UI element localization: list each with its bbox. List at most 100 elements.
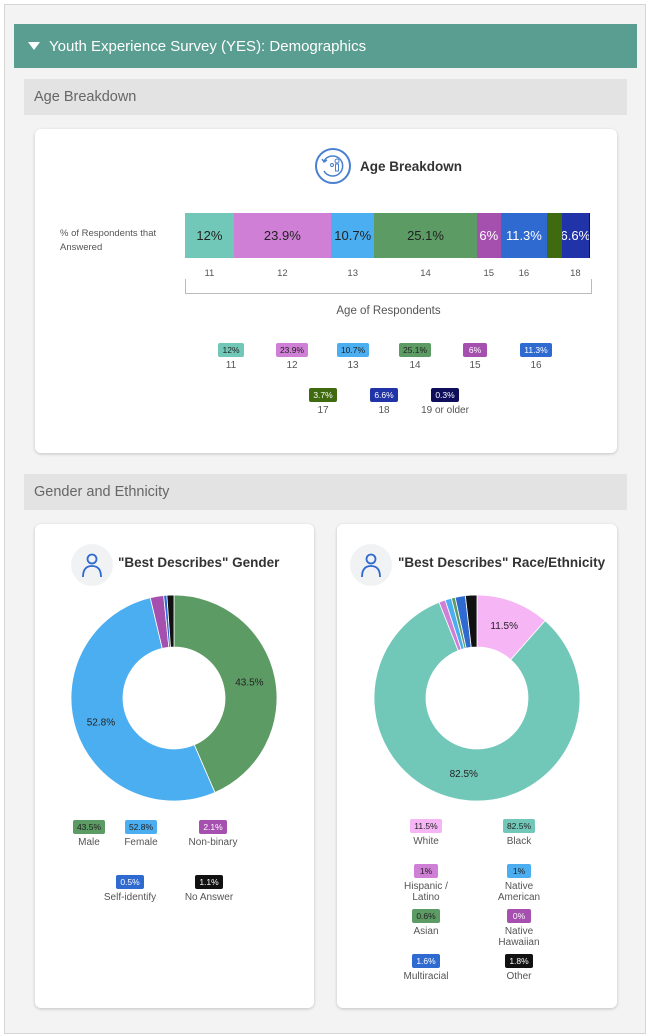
legend-swatch: 6% xyxy=(463,343,487,357)
x-tick-label: 15 xyxy=(483,268,495,279)
legend-item: 52.8% Female xyxy=(106,820,176,848)
x-axis-ticks: 11 12 13 14 15 16 18 xyxy=(185,268,590,282)
gender-card: "Best Describes" Gender 43.5% 52.8% 43.5%… xyxy=(35,524,314,1008)
legend-swatch: 1.8% xyxy=(505,954,533,968)
legend-label: Female xyxy=(124,837,158,848)
legend-swatch: 11.3% xyxy=(520,343,552,357)
race-card: "Best Describes" Race/Ethnicity 11.5% 82.… xyxy=(337,524,617,1008)
bar-segment: 12% xyxy=(185,213,234,258)
bar-segment: 25.1% xyxy=(374,213,477,258)
legend-swatch: 3.7% xyxy=(309,388,337,402)
legend-swatch: 0.5% xyxy=(116,875,144,889)
legend-item: 11.5% White xyxy=(391,819,461,847)
legend-label: 18 xyxy=(378,405,390,416)
age-legend: 12% 11 23.9% 12 10.7% 13 25.1% 14 6% 15 11.3% 16 3.7… xyxy=(35,343,617,443)
legend-item: 11.3% 16 xyxy=(501,343,571,371)
legend-label: Other xyxy=(506,971,532,982)
legend-item: 3.7% 17 xyxy=(288,388,358,416)
legend-label: 13 xyxy=(347,360,359,371)
bar-segment: 10.7% xyxy=(330,213,375,258)
x-tick-label: 11 xyxy=(204,268,215,279)
legend-swatch: 1% xyxy=(414,864,438,878)
legend-label: Asian xyxy=(413,926,439,937)
legend-item: 0.6% Asian xyxy=(391,909,461,937)
slice-label: 52.8% xyxy=(87,717,115,728)
legend-swatch: 12% xyxy=(218,343,244,357)
y-axis-label: % of Respondents that Answered xyxy=(60,228,157,253)
legend-item: 25.1% 14 xyxy=(380,343,450,371)
legend-label: No Answer xyxy=(184,892,234,903)
legend-swatch: 23.9% xyxy=(275,343,309,357)
legend-label: Native American xyxy=(497,881,541,903)
bar-segment xyxy=(546,213,562,258)
legend-swatch: 1.1% xyxy=(195,875,223,889)
donut-slice xyxy=(173,594,278,794)
bar-segment: 6.6% xyxy=(561,213,589,258)
donut-slice xyxy=(70,597,216,802)
legend-swatch: 1% xyxy=(507,864,531,878)
age-group-icon xyxy=(315,148,351,184)
donut-slice xyxy=(166,594,175,648)
survey-accordion-header[interactable]: Youth Experience Survey (YES): Demograph… xyxy=(14,24,637,68)
person-icon xyxy=(350,544,392,586)
legend-label: 11 xyxy=(225,360,237,371)
gender-legend: 43.5% Male 52.8% Female 2.1% Non-binary 0.5% Se… xyxy=(35,820,314,920)
legend-label: Native Hawaiian xyxy=(498,926,540,948)
legend-swatch: 82.5% xyxy=(502,819,536,833)
survey-title: Youth Experience Survey (YES): Demograph… xyxy=(49,37,367,55)
race-chart-title: "Best Describes" Race/Ethnicity xyxy=(398,555,606,570)
slice-label: 11.5% xyxy=(490,621,518,632)
legend-item: 1% Hispanic / Latino xyxy=(391,864,461,903)
caret-down-icon xyxy=(28,42,40,50)
legend-label: Multiracial xyxy=(403,971,449,982)
person-icon xyxy=(71,544,113,586)
legend-swatch: 6.6% xyxy=(370,388,398,402)
legend-swatch: 10.7% xyxy=(336,343,370,357)
x-tick-label: 12 xyxy=(277,268,288,279)
legend-swatch: 0.3% xyxy=(431,388,459,402)
section-header-gender-ethnicity: Gender and Ethnicity xyxy=(24,474,627,510)
legend-swatch: 0.6% xyxy=(412,909,440,923)
race-donut: 11.5% 82.5% xyxy=(373,594,581,802)
bar-segment: 11.3% xyxy=(500,213,547,258)
legend-label: Non-binary xyxy=(188,837,238,848)
legend-label: 16 xyxy=(530,360,542,371)
legend-item: 1.6% Multiracial xyxy=(391,954,461,982)
donut-slice xyxy=(464,594,478,648)
legend-label: 14 xyxy=(409,360,421,371)
race-legend: 11.5% White 82.5% Black 1% Hispanic / Latino 1… xyxy=(337,808,617,1008)
legend-item: 12% 11 xyxy=(196,343,266,371)
legend-label: Black xyxy=(506,836,532,847)
x-tick-label: 16 xyxy=(518,268,530,279)
legend-item: 10.7% 13 xyxy=(318,343,388,371)
legend-swatch: 25.1% xyxy=(398,343,432,357)
legend-item: 23.9% 12 xyxy=(257,343,327,371)
age-card: Age Breakdown % of Respondents that Answ… xyxy=(35,129,617,453)
legend-swatch: 43.5% xyxy=(72,820,106,834)
legend-label: 19 or older xyxy=(421,405,469,416)
legend-item: 1% Native American xyxy=(484,864,554,903)
legend-item: 1.8% Other xyxy=(484,954,554,982)
legend-item: 1.1% No Answer xyxy=(174,875,244,903)
bar-segment xyxy=(588,213,590,258)
gender-donut: 43.5% 52.8% xyxy=(70,594,278,802)
stacked-bar: 12% 23.9% 10.7% 25.1% 6% 11.3% 6.6% xyxy=(185,213,590,258)
x-tick-label: 14 xyxy=(420,268,431,279)
legend-swatch: 52.8% xyxy=(124,820,158,834)
x-axis-label: Age of Respondents xyxy=(336,305,441,317)
legend-label: White xyxy=(413,836,439,847)
x-tick-label: 13 xyxy=(347,268,359,279)
legend-item: 82.5% Black xyxy=(484,819,554,847)
legend-item: 43.5% Male xyxy=(54,820,124,848)
gender-chart-title: "Best Describes" Gender xyxy=(118,555,280,570)
legend-label: 15 xyxy=(469,360,481,371)
x-tick-label: 18 xyxy=(570,268,581,279)
legend-swatch: 0% xyxy=(507,909,531,923)
legend-item: 0% Native Hawaiian xyxy=(484,909,554,948)
age-chart-title: Age Breakdown xyxy=(360,159,463,174)
bar-segment: 23.9% xyxy=(233,213,331,258)
legend-swatch: 1.6% xyxy=(412,954,440,968)
legend-item: 6% 15 xyxy=(440,343,510,371)
legend-item: 0.5% Self-identify xyxy=(95,875,165,903)
legend-label: 12 xyxy=(286,360,298,371)
